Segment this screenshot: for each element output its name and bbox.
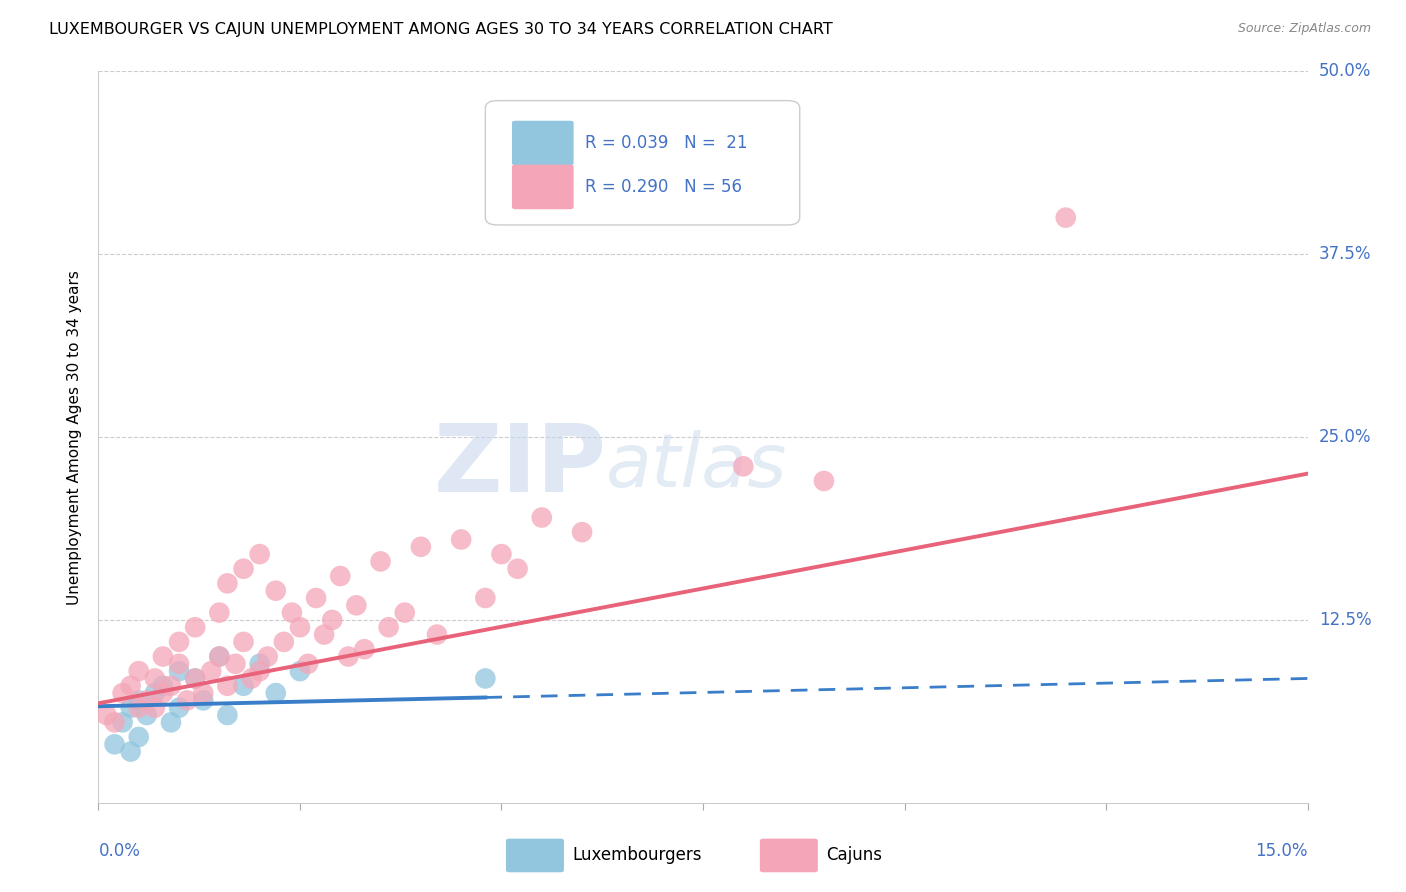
Point	[288, 664, 311, 678]
Point	[208, 606, 231, 620]
FancyBboxPatch shape	[485, 101, 800, 225]
Point	[167, 635, 190, 649]
Point	[240, 672, 263, 686]
Point	[120, 700, 142, 714]
Point	[184, 620, 207, 634]
Point	[120, 745, 142, 759]
Point	[208, 649, 231, 664]
Text: 12.5%: 12.5%	[1319, 611, 1371, 629]
Point	[329, 569, 352, 583]
Point	[491, 547, 513, 561]
Point	[530, 510, 553, 524]
Point	[264, 686, 287, 700]
Point	[152, 649, 174, 664]
Point	[249, 547, 271, 561]
Point	[200, 664, 222, 678]
Point	[152, 679, 174, 693]
Point	[337, 649, 360, 664]
Text: R = 0.039   N =  21: R = 0.039 N = 21	[585, 134, 747, 152]
Point	[128, 664, 150, 678]
Text: Source: ZipAtlas.com: Source: ZipAtlas.com	[1237, 22, 1371, 36]
Point	[193, 686, 215, 700]
Point	[426, 627, 449, 641]
Point	[409, 540, 432, 554]
Point	[217, 576, 239, 591]
Point	[224, 657, 246, 671]
Point	[297, 657, 319, 671]
FancyBboxPatch shape	[506, 838, 564, 872]
Point	[167, 657, 190, 671]
Point	[232, 562, 254, 576]
Point	[281, 606, 304, 620]
Point	[217, 679, 239, 693]
Point	[111, 715, 134, 730]
Point	[273, 635, 295, 649]
FancyBboxPatch shape	[512, 120, 574, 165]
Point	[167, 700, 190, 714]
Point	[208, 649, 231, 664]
Point	[135, 708, 157, 723]
Text: Cajuns: Cajuns	[827, 847, 883, 864]
Point	[232, 635, 254, 649]
Point	[135, 693, 157, 707]
Point	[314, 627, 336, 641]
Point	[474, 672, 496, 686]
Text: atlas: atlas	[606, 430, 787, 502]
Point	[128, 730, 150, 744]
Point	[264, 583, 287, 598]
Point	[474, 591, 496, 605]
Text: 25.0%: 25.0%	[1319, 428, 1371, 446]
Point	[143, 686, 166, 700]
Point	[377, 620, 399, 634]
Text: 37.5%: 37.5%	[1319, 245, 1371, 263]
Point	[813, 474, 835, 488]
Point	[733, 459, 755, 474]
Point	[96, 708, 118, 723]
Point	[232, 679, 254, 693]
Point	[506, 562, 529, 576]
Point	[370, 554, 392, 568]
Point	[249, 664, 271, 678]
Point	[143, 672, 166, 686]
Point	[571, 525, 593, 540]
Text: Luxembourgers: Luxembourgers	[572, 847, 702, 864]
Point	[167, 664, 190, 678]
FancyBboxPatch shape	[759, 838, 818, 872]
Point	[1054, 211, 1077, 225]
Point	[103, 737, 125, 751]
Point	[344, 599, 367, 613]
Text: 50.0%: 50.0%	[1319, 62, 1371, 80]
Point	[193, 693, 215, 707]
Text: 0.0%: 0.0%	[98, 842, 141, 860]
Point	[128, 700, 150, 714]
Point	[152, 686, 174, 700]
Text: ZIP: ZIP	[433, 420, 606, 512]
Point	[184, 672, 207, 686]
Y-axis label: Unemployment Among Ages 30 to 34 years: Unemployment Among Ages 30 to 34 years	[66, 269, 82, 605]
Text: LUXEMBOURGER VS CAJUN UNEMPLOYMENT AMONG AGES 30 TO 34 YEARS CORRELATION CHART: LUXEMBOURGER VS CAJUN UNEMPLOYMENT AMONG…	[49, 22, 832, 37]
Point	[394, 606, 416, 620]
Point	[128, 693, 150, 707]
Point	[321, 613, 343, 627]
Text: 15.0%: 15.0%	[1256, 842, 1308, 860]
Point	[143, 700, 166, 714]
Text: R = 0.290   N = 56: R = 0.290 N = 56	[585, 178, 741, 196]
Point	[176, 693, 198, 707]
Point	[288, 620, 311, 634]
Point	[249, 657, 271, 671]
Point	[111, 686, 134, 700]
Point	[103, 715, 125, 730]
Point	[450, 533, 472, 547]
Point	[217, 708, 239, 723]
Point	[120, 679, 142, 693]
Point	[305, 591, 328, 605]
FancyBboxPatch shape	[512, 165, 574, 210]
Point	[256, 649, 278, 664]
Point	[353, 642, 375, 657]
Point	[160, 679, 183, 693]
Point	[184, 672, 207, 686]
Point	[160, 715, 183, 730]
